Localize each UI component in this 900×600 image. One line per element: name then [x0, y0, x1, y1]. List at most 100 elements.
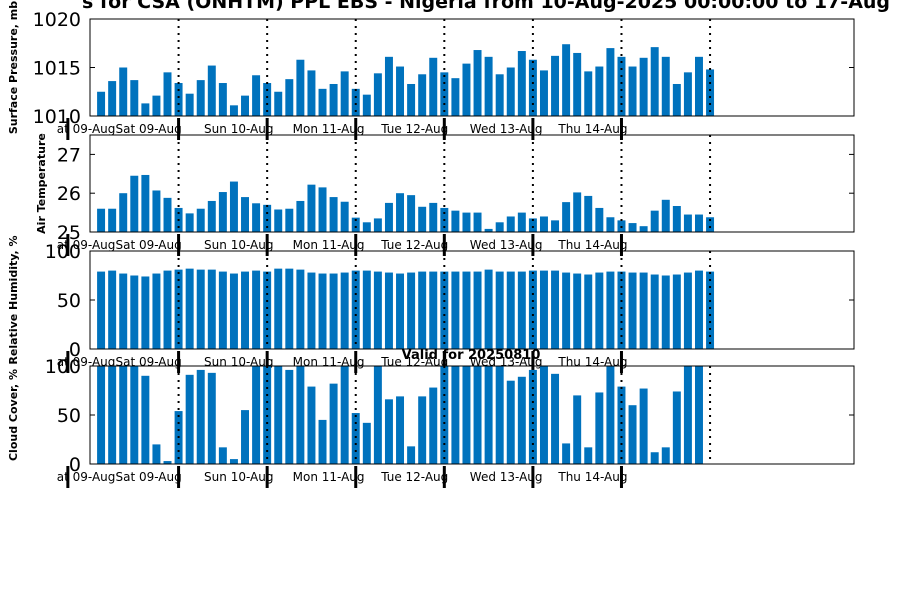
- bar: [551, 55, 560, 116]
- bar: [517, 271, 526, 349]
- y-tick-label: 1015: [33, 58, 81, 80]
- bar: [606, 217, 615, 232]
- bar: [539, 270, 548, 349]
- bar: [362, 222, 371, 232]
- bar: [451, 210, 460, 232]
- bar: [562, 272, 571, 349]
- bar: [440, 271, 449, 349]
- bar: [152, 190, 161, 232]
- x-day-label: Mon 11-Aug: [293, 238, 365, 252]
- bar: [241, 271, 249, 349]
- chart-title: s for CSA (ONHTM) PPL EBS - Nigeria from…: [82, 0, 890, 13]
- bar: [639, 57, 648, 116]
- bar: [97, 208, 106, 232]
- bar: [329, 273, 338, 349]
- bar: [384, 202, 393, 232]
- bar: [152, 95, 161, 116]
- bar: [119, 67, 128, 116]
- x-day-label: Wed 13-Aug: [470, 238, 543, 252]
- bar: [351, 217, 360, 232]
- y-axis-label: Air Temperature: [35, 133, 48, 234]
- bar: [108, 81, 117, 116]
- panel-4: 0 50 100 at 09-Aug Sat 09-Aug Sun 10-Aug Mon 1…: [7, 348, 855, 488]
- bar: [595, 392, 604, 464]
- x-day-label: Tue 12-Aug: [380, 122, 448, 136]
- bar: [517, 51, 526, 117]
- y-tick-label: 100: [45, 356, 81, 378]
- bar: [174, 269, 183, 349]
- bar: [274, 366, 283, 464]
- bar: [351, 270, 360, 349]
- bar: [484, 269, 493, 349]
- bar: [683, 214, 692, 232]
- bar: [562, 443, 571, 464]
- bar: [396, 193, 405, 232]
- bar: [584, 447, 593, 464]
- bar: [329, 83, 338, 116]
- bar: [329, 197, 338, 232]
- bar: [362, 94, 371, 116]
- bar: [573, 192, 582, 232]
- bar: [108, 270, 117, 349]
- x-day-label: Mon 11-Aug: [293, 122, 365, 136]
- bar: [130, 366, 139, 464]
- y-axis-label: Relative Humidity, %: [7, 235, 20, 364]
- bar: [218, 447, 227, 464]
- x-day-label: Mon 11-Aug: [293, 470, 365, 484]
- bar: [473, 212, 482, 232]
- bar: [462, 366, 471, 464]
- bar: [318, 273, 327, 349]
- bar: [97, 366, 106, 464]
- bar: [683, 272, 692, 349]
- bar: [584, 71, 593, 116]
- bar: [429, 202, 438, 232]
- bar: [506, 216, 515, 232]
- bar: [573, 273, 582, 349]
- bar: [484, 56, 493, 116]
- bar: [429, 271, 438, 349]
- bar: [285, 369, 294, 464]
- bar: [506, 67, 515, 116]
- bar: [229, 273, 238, 349]
- bar: [683, 366, 692, 464]
- bar: [462, 63, 471, 116]
- y-axis-label: Cloud Cover, %: [7, 369, 20, 461]
- bar: [407, 446, 416, 464]
- bar: [606, 271, 615, 349]
- bar: [451, 271, 460, 349]
- bar: [672, 391, 681, 464]
- x-day-label: Wed 13-Aug: [470, 122, 543, 136]
- bar: [307, 386, 316, 464]
- bar: [695, 366, 703, 464]
- bar: [495, 74, 504, 116]
- bar: [562, 44, 571, 116]
- bar: [141, 276, 150, 349]
- bar: [351, 88, 360, 116]
- x-day-label: Sun 10-Aug: [204, 355, 273, 369]
- bar: [130, 80, 139, 116]
- bar: [539, 70, 548, 116]
- bar: [196, 208, 205, 232]
- bar: [373, 73, 382, 116]
- bar: [484, 366, 493, 464]
- bar: [517, 212, 526, 232]
- bar: [672, 274, 681, 349]
- bar: [241, 410, 249, 464]
- bar: [473, 50, 482, 116]
- bar: [584, 195, 593, 232]
- bar: [119, 193, 128, 232]
- bar: [218, 271, 227, 349]
- bar: [695, 56, 703, 116]
- bar: [407, 272, 416, 349]
- bar: [384, 399, 393, 464]
- bar: [373, 366, 382, 464]
- bar: [517, 376, 526, 464]
- bar: [628, 66, 637, 116]
- x-day-label: Wed 13-Aug: [470, 470, 543, 484]
- x-day-label: Sat 09-Aug: [115, 470, 181, 484]
- bar: [506, 271, 515, 349]
- y-tick-label: 100: [45, 241, 81, 263]
- bar: [650, 452, 659, 464]
